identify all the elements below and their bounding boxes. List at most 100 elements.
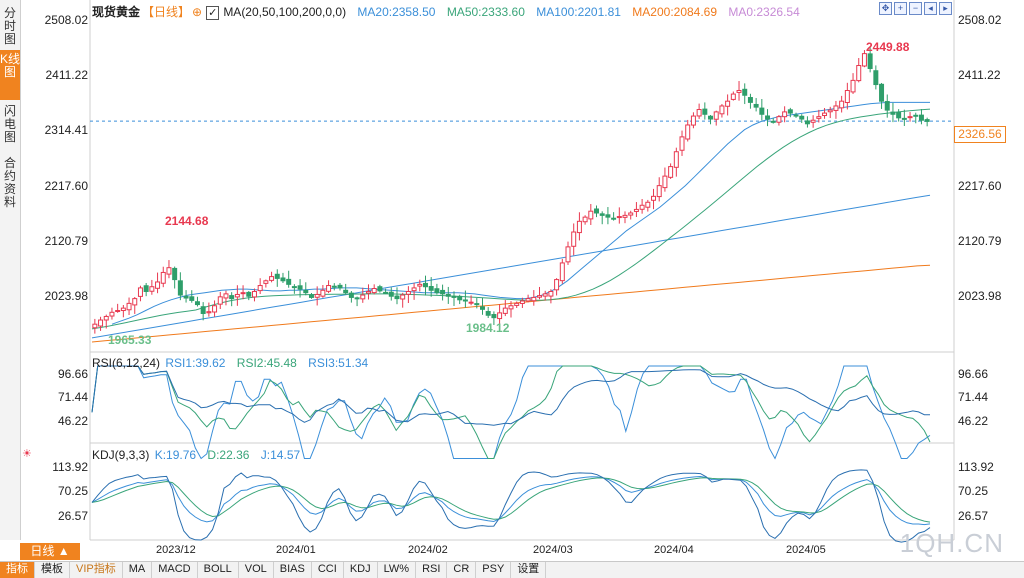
candle-body	[662, 175, 668, 189]
y-label-right-6: 2023.98	[958, 289, 1002, 303]
tab-psy[interactable]: PSY	[476, 562, 512, 578]
rsi3-line	[91, 365, 930, 426]
candle-body	[782, 111, 788, 118]
rsi1-value: RSI1:39.62	[165, 356, 226, 370]
date-label-5: 2024/04	[654, 544, 694, 556]
candle-body	[497, 312, 503, 320]
candle-body	[126, 302, 132, 311]
candle-body	[377, 286, 383, 292]
tab-time-chart[interactable]: 分时图	[3, 6, 16, 46]
rsi-lines	[91, 365, 931, 460]
candle-body	[331, 285, 337, 288]
move-icon[interactable]: ✥	[879, 2, 892, 15]
kdj-label-left-3: 26.57	[57, 509, 88, 523]
rsi2-line	[91, 365, 931, 459]
candle-body	[354, 297, 360, 300]
tab-indicators[interactable]: 指标	[0, 562, 35, 578]
tab-ma[interactable]: MA	[123, 562, 153, 578]
kdj-j-line	[91, 469, 931, 543]
candle-body	[303, 289, 309, 294]
candle-body	[451, 295, 457, 298]
tab-settings[interactable]: 设置	[511, 562, 547, 578]
candle-body	[240, 292, 246, 295]
indicator-tab-bar: 指标 模板 VIP指标 MA MACD BOLL VOL BIAS CCI KD…	[0, 561, 1024, 578]
tab-cr[interactable]: CR	[447, 562, 477, 578]
right-arrow-icon[interactable]: ▸	[939, 2, 952, 15]
candle-body	[605, 214, 611, 218]
candle-body	[194, 301, 200, 306]
tab-rsi[interactable]: RSI	[416, 562, 448, 578]
candle-body	[280, 277, 286, 282]
chart-icon[interactable]: ✓	[206, 6, 220, 20]
period-selector-button[interactable]: 日线 ▲	[20, 543, 80, 560]
ma200-value: MA200:2084.69	[632, 5, 718, 19]
candle-body	[137, 287, 143, 297]
y-label-left-6: 2023.98	[44, 289, 88, 303]
candle-body	[115, 310, 121, 313]
candle-body	[856, 65, 862, 82]
zoom-out-icon[interactable]: −	[909, 2, 922, 15]
candle-body	[599, 213, 605, 216]
date-label-6: 2024/05	[786, 544, 826, 556]
settings-icon[interactable]: ⊕	[192, 5, 203, 19]
candle-body	[405, 290, 411, 295]
candle-body	[548, 290, 554, 297]
candle-body	[708, 115, 714, 120]
candle-body	[873, 70, 879, 86]
tab-kline-chart[interactable]: K线图	[0, 50, 20, 100]
candle-body	[462, 299, 468, 302]
rsi-label-right-3: 46.22	[958, 414, 989, 428]
tab-bias[interactable]: BIAS	[274, 562, 312, 578]
tab-templates[interactable]: 模板	[35, 562, 70, 578]
candle-body	[793, 114, 799, 117]
tab-vol[interactable]: VOL	[239, 562, 274, 578]
candle-body	[713, 111, 719, 120]
candle-body	[120, 307, 126, 312]
candle-body	[103, 315, 109, 321]
ma100-line	[91, 194, 931, 339]
candle-body	[827, 109, 833, 113]
candle-body	[468, 301, 474, 304]
candle-body	[337, 284, 343, 289]
tab-tick-chart[interactable]: 闪电图	[3, 104, 16, 144]
candle-body	[639, 204, 645, 210]
kline-chart-area[interactable]	[20, 0, 1024, 577]
kdj-d-line	[91, 477, 931, 523]
rsi-header: RSI(6,12,24) RSI1:39.62 RSI2:45.48 RSI3:…	[92, 356, 376, 370]
candle-body	[365, 290, 371, 294]
candle-body	[229, 295, 235, 300]
y-label-left-3: 2314.41	[44, 123, 88, 137]
tab-vip-indicators[interactable]: VIP指标	[70, 562, 123, 578]
period-tag[interactable]: 【日线】	[142, 5, 191, 19]
candle-body	[594, 208, 600, 214]
tab-boll[interactable]: BOLL	[198, 562, 239, 578]
candle-body	[172, 267, 178, 281]
annotation-high-1: 2144.68	[165, 214, 209, 228]
candle-body	[348, 292, 354, 298]
tab-contract-info[interactable]: 合约资料	[3, 156, 16, 209]
sun-icon[interactable]: ☀	[22, 448, 32, 460]
tab-macd[interactable]: MACD	[152, 562, 198, 578]
candle-body	[485, 311, 491, 316]
left-sidebar: 分时图 K线图 闪电图 合约资料	[0, 0, 21, 540]
candle-body	[206, 311, 212, 314]
candle-body	[816, 116, 822, 119]
candle-body	[747, 97, 753, 103]
candle-body	[633, 208, 639, 212]
candle-body	[901, 117, 907, 120]
candle-body	[799, 115, 805, 120]
candle-body	[189, 296, 195, 301]
tab-cci[interactable]: CCI	[312, 562, 344, 578]
tab-lw[interactable]: LW%	[378, 562, 417, 578]
candle-body	[576, 220, 582, 234]
kdj-label-right-1: 113.92	[958, 460, 994, 474]
candle-body	[98, 319, 104, 327]
candle-body	[155, 281, 161, 289]
left-arrow-icon[interactable]: ◂	[924, 2, 937, 15]
candle-body	[525, 298, 531, 302]
kdj-params: KDJ(9,3,3)	[92, 448, 150, 462]
candle-body	[411, 287, 417, 292]
candle-body	[343, 289, 349, 294]
tab-kdj[interactable]: KDJ	[344, 562, 378, 578]
zoom-in-icon[interactable]: +	[894, 2, 907, 15]
